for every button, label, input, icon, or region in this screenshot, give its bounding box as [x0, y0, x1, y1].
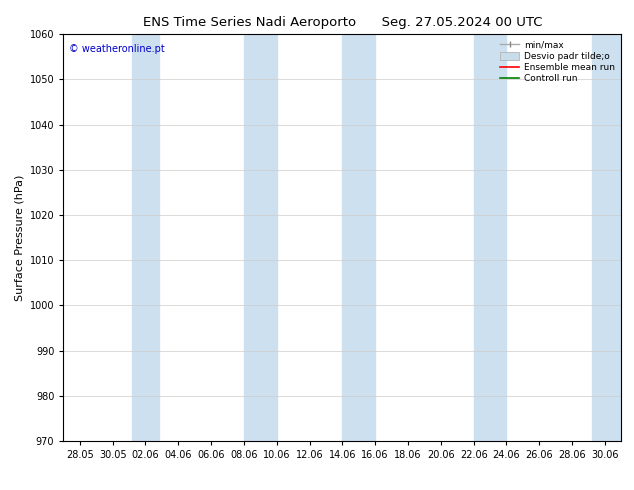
Y-axis label: Surface Pressure (hPa): Surface Pressure (hPa) [14, 174, 24, 301]
Bar [133, 34, 158, 441]
Bar [592, 34, 621, 441]
Bar [244, 34, 276, 441]
Bar [342, 34, 375, 441]
Text: © weatheronline.pt: © weatheronline.pt [69, 45, 165, 54]
Bar [474, 34, 507, 441]
Title: ENS Time Series Nadi Aeroporto      Seg. 27.05.2024 00 UTC: ENS Time Series Nadi Aeroporto Seg. 27.0… [143, 16, 542, 29]
Legend: min/max, Desvio padr tilde;o, Ensemble mean run, Controll run: min/max, Desvio padr tilde;o, Ensemble m… [498, 39, 617, 85]
